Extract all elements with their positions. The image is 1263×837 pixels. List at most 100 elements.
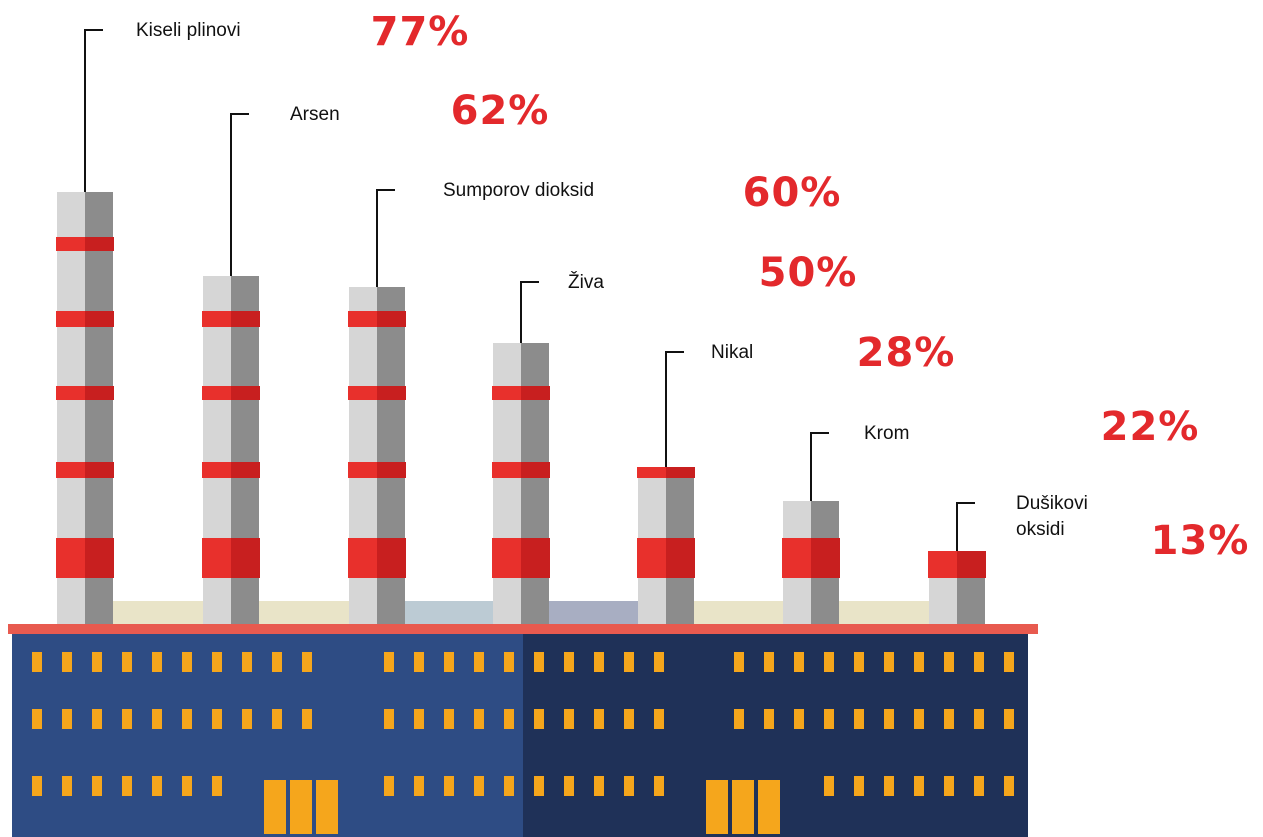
leader-line [520, 281, 539, 343]
back-panel [405, 601, 495, 625]
window [624, 652, 634, 672]
door [706, 780, 728, 834]
window [534, 709, 544, 729]
leader-line [84, 29, 103, 192]
window [884, 776, 894, 796]
window [764, 652, 774, 672]
window [564, 709, 574, 729]
window [62, 652, 72, 672]
value-label: 60% [743, 170, 842, 216]
chimney-stripe [348, 538, 377, 578]
chimney-stripe [521, 538, 550, 578]
window [272, 652, 282, 672]
chimney [928, 502, 986, 624]
chimney-stripe [56, 462, 85, 478]
factory-building [8, 624, 1038, 837]
chimney-stripe [202, 386, 231, 400]
chimney-stripe [348, 386, 377, 400]
window [122, 776, 132, 796]
window [92, 709, 102, 729]
window [384, 776, 394, 796]
chimney-stripe [811, 538, 840, 578]
window [444, 652, 454, 672]
window [594, 652, 604, 672]
door [264, 780, 286, 834]
chimney-stripe [231, 538, 260, 578]
window [212, 776, 222, 796]
door [316, 780, 338, 834]
window [534, 652, 544, 672]
window [914, 652, 924, 672]
chimney-stripe [666, 538, 695, 578]
category-label: Kiseli plinovi [136, 20, 241, 41]
window [212, 652, 222, 672]
window [242, 652, 252, 672]
leader-line [376, 189, 395, 287]
window [794, 709, 804, 729]
window [444, 776, 454, 796]
window [242, 709, 252, 729]
building-roof [8, 624, 1038, 634]
window [474, 776, 484, 796]
window [944, 709, 954, 729]
window [854, 709, 864, 729]
value-label: 13% [1151, 518, 1250, 564]
value-label: 50% [759, 250, 858, 296]
chimney-stripe [56, 237, 85, 251]
chimney [782, 432, 840, 624]
category-label: Arsen [290, 104, 340, 125]
window [504, 776, 514, 796]
chimney-stripe [637, 538, 666, 578]
chimney-stripe [85, 462, 114, 478]
window [302, 709, 312, 729]
window [302, 652, 312, 672]
value-label: 62% [451, 88, 550, 134]
window [414, 652, 424, 672]
chimney [56, 29, 114, 624]
door [290, 780, 312, 834]
chimney [637, 351, 695, 624]
door [758, 780, 780, 834]
chimney-stripe [85, 538, 114, 578]
window [122, 652, 132, 672]
chimney [202, 113, 260, 624]
value-label: 22% [1101, 404, 1200, 450]
chimney-stripe [492, 462, 521, 478]
window [564, 776, 574, 796]
window [764, 709, 774, 729]
window [384, 652, 394, 672]
window [914, 776, 924, 796]
chimney-stripe [957, 551, 986, 578]
window [884, 652, 894, 672]
window [914, 709, 924, 729]
chimney-stripe [521, 386, 550, 400]
door [732, 780, 754, 834]
window [504, 709, 514, 729]
window [624, 776, 634, 796]
window [152, 776, 162, 796]
chimney-stripe [377, 462, 406, 478]
category-label: Sumporov dioksid [443, 180, 594, 201]
window [534, 776, 544, 796]
chimney-stripe [377, 311, 406, 327]
chimney [492, 281, 550, 624]
window [564, 652, 574, 672]
window [824, 709, 834, 729]
chimney-stripe [56, 386, 85, 400]
window [444, 709, 454, 729]
window [182, 776, 192, 796]
window [384, 709, 394, 729]
back-panel [548, 601, 643, 625]
window [474, 709, 484, 729]
window [594, 709, 604, 729]
window [122, 709, 132, 729]
chimney-stripe [231, 311, 260, 327]
window [92, 776, 102, 796]
value-label: 28% [857, 330, 956, 376]
window [854, 776, 864, 796]
chimney-shade [521, 343, 549, 624]
chimney-stripe [492, 386, 521, 400]
labels: Kiseli plinovi Arsen Sumporov dioksid Živa N… [136, 9, 1250, 564]
